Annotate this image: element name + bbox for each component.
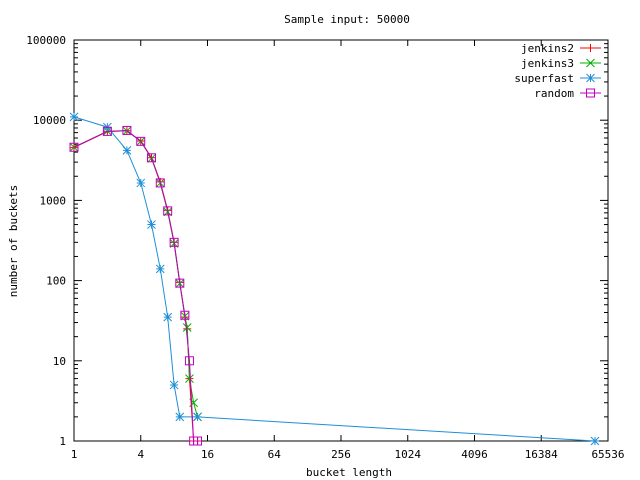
legend-label: jenkins3 xyxy=(521,57,574,70)
y-axis-label: number of buckets xyxy=(7,185,20,298)
y-axis-ticks: 1 10 100 1000 10000 100000 xyxy=(26,34,608,448)
data-point xyxy=(69,142,79,152)
data-point xyxy=(586,44,595,52)
data-point xyxy=(155,264,165,274)
legend-item: jenkins3 xyxy=(521,57,601,70)
data-point xyxy=(69,112,79,122)
data-point xyxy=(147,220,156,229)
series-superfast xyxy=(69,112,600,446)
series-line xyxy=(73,129,198,442)
data-point xyxy=(184,356,194,366)
x-tick-label: 256 xyxy=(331,448,351,461)
plot-frame xyxy=(73,39,609,442)
data-point xyxy=(69,142,79,152)
y-tick-label: 10 xyxy=(53,355,66,368)
data-point xyxy=(193,412,202,422)
y-tick-label: 1 xyxy=(59,435,66,448)
x-axis-label: bucket length xyxy=(306,466,392,479)
y-tick-label: 1000 xyxy=(40,194,67,207)
data-point xyxy=(590,436,600,446)
x-tick-label: 1 xyxy=(71,448,78,461)
x-tick-label: 1024 xyxy=(395,448,422,461)
data-point xyxy=(102,126,112,136)
x-tick-label: 4 xyxy=(137,448,144,461)
legend: jenkins2 jenkins3 superfast random xyxy=(514,42,601,100)
data-point xyxy=(185,374,194,383)
series-line xyxy=(73,116,596,442)
data-point xyxy=(169,237,179,247)
x-tick-label: 64 xyxy=(268,448,282,461)
data-point xyxy=(122,125,132,135)
series-random xyxy=(69,125,203,446)
data-point xyxy=(155,178,165,188)
x-tick-label: 65536 xyxy=(591,448,624,461)
x-axis-ticks: 1 4 16 64 256 1024 4096 16384 65536 xyxy=(71,40,625,461)
chart-title: Sample input: 50000 xyxy=(284,13,410,26)
data-point xyxy=(586,58,595,68)
legend-item: jenkins2 xyxy=(521,42,601,55)
x-tick-label: 16 xyxy=(201,448,214,461)
series-group xyxy=(69,112,600,446)
data-point xyxy=(586,73,595,83)
data-point xyxy=(122,146,132,155)
data-point xyxy=(175,278,185,288)
data-point xyxy=(169,380,179,390)
data-point xyxy=(193,436,203,446)
data-point xyxy=(146,153,156,163)
data-point xyxy=(175,412,185,422)
data-point xyxy=(182,323,192,332)
legend-item: random xyxy=(534,87,601,100)
plot-border xyxy=(73,39,609,442)
data-point xyxy=(180,310,190,320)
data-point xyxy=(163,206,173,216)
x-tick-label: 16384 xyxy=(525,448,558,461)
data-point xyxy=(136,136,146,146)
legend-label: random xyxy=(534,87,574,100)
data-point xyxy=(163,312,173,322)
legend-label: jenkins2 xyxy=(521,42,574,55)
y-tick-label: 10000 xyxy=(33,114,66,127)
series-line xyxy=(73,130,198,442)
y-tick-label: 100000 xyxy=(26,34,66,47)
data-point xyxy=(136,178,146,188)
y-tick-label: 100 xyxy=(46,275,66,288)
data-point xyxy=(189,398,199,408)
x-tick-label: 4096 xyxy=(461,448,488,461)
data-point xyxy=(586,88,595,98)
legend-label: superfast xyxy=(514,72,574,85)
legend-item: superfast xyxy=(514,72,601,85)
